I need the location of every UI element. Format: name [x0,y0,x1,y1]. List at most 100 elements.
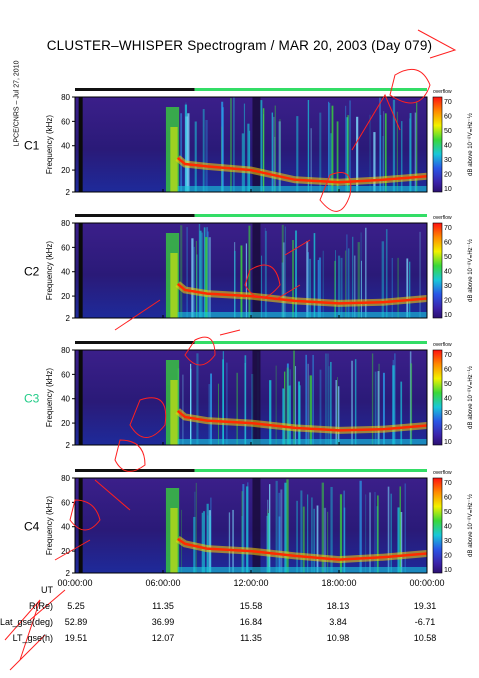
emission-streak [247,123,250,192]
emission-streak [377,371,380,445]
data-gap [252,478,261,573]
emission-streak [221,126,223,192]
emission-streak [349,100,351,192]
y-tick-label: 60 [61,117,70,126]
emission-streak [307,252,310,318]
orbit-value: 10.98 [326,633,350,643]
time-tick-label: 00:00:00 [409,578,444,588]
emission-streak [195,240,198,318]
orbit-label-lat: Lat_gse(deg) [0,617,54,627]
emission-streak [207,515,209,573]
emission-streak [394,353,396,445]
status-strip-black [75,88,195,91]
emission-streak [390,493,392,573]
emission-streak [330,486,333,573]
emission-streak [284,482,287,573]
colorbar-unit-label: dB above 10⁻⁸VₘHz⁻½ [467,113,474,176]
figure-title: CLUSTER–WHISPER Spectrogram / MAR 20, 20… [46,38,433,53]
colorbar-tick-label: 60 [444,495,452,502]
emission-streak [208,237,211,318]
emission-streak [248,130,251,192]
orbit-value: 10.58 [413,633,437,643]
colorbar-tick-label: 70 [444,480,452,487]
emission-streak [354,359,357,445]
emission-streak [361,260,362,318]
status-strip-green [194,469,427,472]
orbit-value: 11.35 [152,601,174,611]
emission-streak [338,255,341,318]
emission-streak [410,363,413,445]
orbit-value: 52.89 [64,617,88,627]
y-tick-label: 2 [66,314,71,323]
time-tick-label: 18:00:00 [321,578,356,588]
emission-streak [311,497,313,573]
emission-streak [194,491,196,573]
emission-streak [365,494,367,573]
emission-streak [278,516,281,573]
y-tick-label: 20 [61,547,70,556]
emission-streak [391,257,393,318]
emission-streak [365,227,367,318]
emission-streak [316,505,319,573]
emission-streak [328,366,330,445]
emission-streak [313,508,315,573]
y-tick-label: 2 [66,188,71,197]
plasma-line [177,537,428,561]
emission-streak [282,388,285,445]
emission-streak [373,132,376,192]
emission-streak [199,230,202,318]
time-tick-label: 12:00:00 [233,578,268,588]
orbit-value: 16.84 [239,617,263,627]
emission-streak [374,371,377,445]
colorbar-tick-label: 50 [444,381,452,388]
emission-streak [278,492,281,573]
annotation-overlay [4,29,457,671]
emission-streak [180,225,183,318]
colorbar-tick-label: 60 [444,114,452,121]
emission-streak [307,363,309,445]
broadband-core [170,253,178,318]
emission-streak [196,353,199,445]
data-gap [78,223,83,318]
emission-streak [267,509,269,573]
emission-streak [384,113,387,192]
emission-streak [400,511,403,573]
y-tick-label: 80 [61,474,70,483]
panel-label: C1 [24,139,40,153]
plasma-line [176,156,428,184]
emission-streak [369,492,371,573]
emission-streak [322,250,324,318]
plasma-line [176,282,428,305]
colorbar [432,349,443,446]
colorbar [432,96,443,193]
emission-streak [409,113,412,192]
emission-streak [382,372,385,445]
emission-streak [185,116,188,192]
emission-streak [201,232,203,318]
emission-streak [203,227,206,318]
orbit-value: 11.35 [240,633,262,643]
emission-streak [337,377,338,445]
colorbar-tick-label: 70 [444,99,452,106]
orbit-value: 19.31 [413,601,437,611]
colorbar-tick-label: 40 [444,143,452,150]
emission-streak [317,260,320,318]
y-tick-label: 60 [61,370,70,379]
emission-streak [284,226,286,318]
emission-streak [202,109,205,192]
emission-streak [416,102,418,192]
emission-streak [392,359,394,445]
orbit-label-ut: UT [41,585,53,595]
emission-streak [404,483,406,573]
panel-c4: 80 60 40 20 2 Frequency (kHz) C4 overflow 70 60 50… [24,469,474,578]
emission-streak [360,232,362,318]
emission-streak [182,374,184,445]
broadband-core [170,508,178,573]
emission-streak [330,361,332,445]
emission-streak [286,363,289,445]
y-tick-label: 60 [61,243,70,252]
colorbar-tick-label: 20 [444,425,452,432]
broadband-core [170,380,178,445]
data-gap [252,223,261,318]
colorbar-unit-label: dB above 10⁻⁸VₘHz⁻½ [467,366,474,429]
